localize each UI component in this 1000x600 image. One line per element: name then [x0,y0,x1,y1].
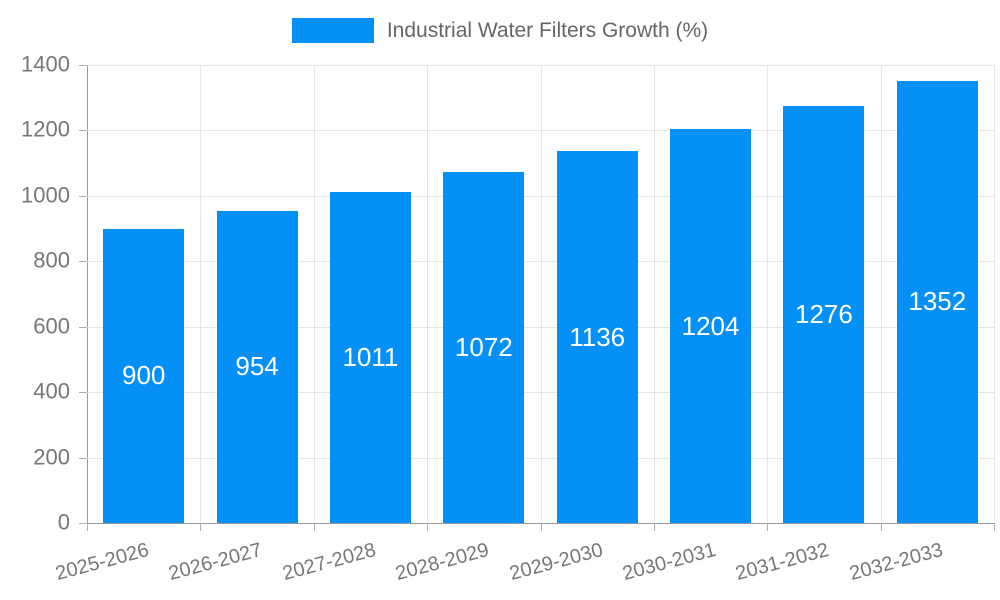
legend-label: Industrial Water Filters Growth (%) [386,18,709,42]
y-axis-tick-label: 1200 [21,116,70,142]
gridline [653,65,655,523]
bar-value-label: 1011 [342,342,399,373]
y-axis-tick [79,130,87,132]
gridline [540,65,542,523]
y-axis-tick-label: 600 [33,313,70,339]
bar[interactable]: 1204 [670,129,752,523]
x-axis-tick [87,523,88,531]
chart-legend-item[interactable]: Industrial Water Filters Growth (%) [0,18,1000,43]
bar[interactable]: 1352 [896,80,978,523]
x-axis-tick [653,523,655,531]
y-axis-tick-label: 1000 [21,182,70,208]
gridline [880,65,882,523]
x-axis-tick-label: 2026-2027 [166,539,265,586]
plot-area: 900 954 1011 1072 1136 1204 1276 1352 [87,65,995,523]
x-axis-tick-label: 2032-2033 [846,539,946,586]
y-axis-tick [79,326,87,328]
gridline [427,65,429,523]
x-axis-tick-label: 2030-2031 [620,539,719,586]
x-axis-tick [767,523,769,531]
x-axis-tick [880,523,882,531]
gridline [994,65,995,523]
x-axis-tick [200,523,202,531]
bar-value-label: 1136 [569,321,626,352]
x-axis-tick [994,523,995,531]
bar[interactable]: 1072 [443,172,525,523]
x-axis-tick [313,523,315,531]
bar[interactable]: 900 [103,228,185,523]
bar[interactable]: 1011 [329,192,411,523]
bar[interactable]: 1276 [783,105,865,523]
bar[interactable]: 1136 [556,151,638,523]
bar-value-label: 900 [121,360,166,391]
x-axis-tick [427,523,429,531]
gridline [200,65,202,523]
y-axis-line [87,65,88,523]
y-axis-tick-label: 400 [33,378,70,404]
y-axis-tick-label: 200 [33,444,70,470]
y-axis-tick-label: 800 [33,247,70,273]
legend-swatch-icon [291,18,374,43]
y-axis-tick [79,523,87,524]
y-axis-tick-label: 1400 [21,51,70,77]
bar-value-label: 954 [235,351,279,382]
y-axis-tick [79,65,87,66]
bar-value-label: 1072 [454,332,513,363]
y-axis-tick [79,457,87,459]
x-axis-tick-label: 2031-2032 [733,539,832,586]
x-axis-tick-label: 2025-2026 [53,539,152,586]
bar-value-label: 1276 [795,298,853,329]
x-axis-tick-label: 2029-2030 [506,539,605,586]
gridline [767,65,769,523]
y-axis-tick [79,392,87,394]
bar-value-label: 1204 [681,310,740,341]
gridline [313,65,315,523]
y-axis-tick [79,261,87,263]
y-axis-tick-label: 0 [57,509,70,535]
y-axis-tick [79,195,87,197]
bar[interactable]: 954 [216,210,298,523]
x-axis-tick-label: 2027-2028 [280,539,379,586]
bar-value-label: 1352 [908,286,967,317]
x-axis-tick-label: 2028-2029 [393,539,492,586]
x-axis-tick [540,523,542,531]
